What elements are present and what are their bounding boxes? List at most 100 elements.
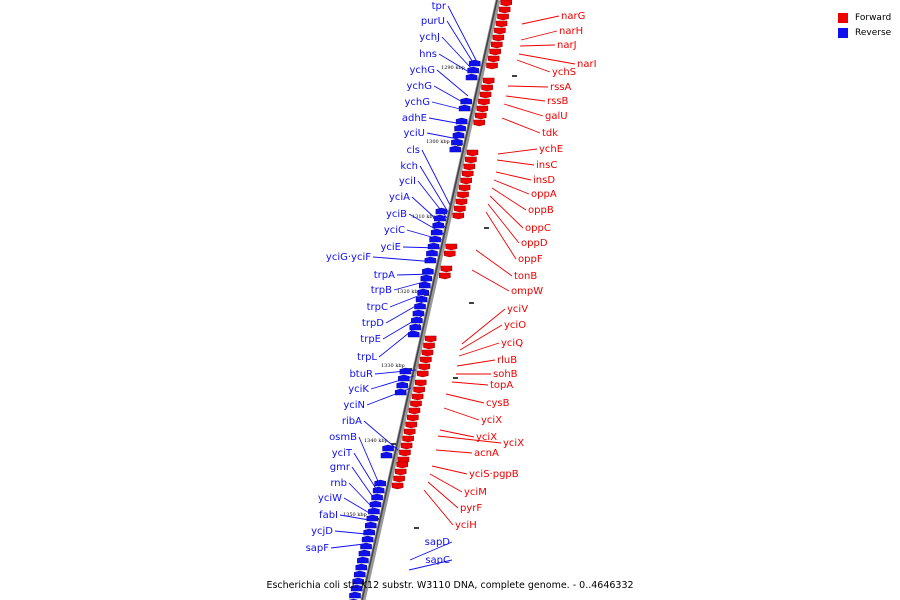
reverse-gene-block[interactable] [412,309,425,317]
forward-gene-block[interactable] [391,482,404,490]
forward-gene-label[interactable]: acnA [474,448,499,459]
reverse-gene-block[interactable] [430,228,443,236]
reverse-gene-label[interactable]: kch [400,161,418,172]
reverse-gene-block[interactable] [465,73,478,81]
reverse-gene-block[interactable] [357,556,369,564]
reverse-gene-label[interactable]: yciC [384,225,405,236]
forward-gene-label[interactable]: oppA [531,189,557,200]
reverse-gene-block[interactable] [418,281,431,289]
forward-gene-block[interactable] [402,435,414,443]
reverse-gene-label[interactable]: rnb [330,478,347,489]
reverse-gene-block[interactable] [467,66,479,74]
reverse-gene-label[interactable]: ychG [409,65,435,76]
reverse-gene-label[interactable]: ycjD [311,526,333,537]
forward-gene-label[interactable]: yciS·pgpB [469,469,519,480]
reverse-gene-block[interactable] [454,124,466,132]
forward-gene-block[interactable] [490,41,503,49]
reverse-gene-block[interactable] [369,500,382,508]
forward-gene-label[interactable]: rssA [550,82,572,93]
forward-gene-label[interactable]: insD [533,175,555,186]
forward-gene-block[interactable] [393,475,405,483]
reverse-gene-label[interactable]: yciU [403,128,425,139]
forward-gene-label[interactable]: oppF [518,254,543,265]
forward-gene-label[interactable]: yciX [481,415,502,426]
forward-gene-block[interactable] [474,112,487,120]
reverse-gene-label[interactable]: sapC [425,555,450,566]
reverse-gene-block[interactable] [363,528,375,536]
reverse-gene-block[interactable] [380,451,393,459]
forward-gene-block[interactable] [481,84,493,92]
forward-gene-block[interactable] [394,468,407,476]
reverse-gene-label[interactable]: cls [407,145,421,156]
reverse-gene-block[interactable] [368,507,380,515]
forward-gene-block[interactable] [458,184,471,192]
forward-gene-block[interactable] [420,356,432,364]
forward-gene-block[interactable] [424,335,437,343]
reverse-gene-label[interactable]: ribA [342,416,362,427]
reverse-gene-label[interactable]: btuR [349,369,373,380]
reverse-gene-label[interactable]: hns [419,49,437,60]
forward-gene-block[interactable] [400,442,413,450]
forward-gene-label[interactable]: galU [545,111,568,122]
forward-gene-block[interactable] [463,163,476,171]
reverse-gene-label[interactable]: tpr [432,1,447,12]
reverse-gene-label[interactable]: trpC [367,302,388,313]
forward-gene-block[interactable] [421,349,434,357]
reverse-gene-label[interactable]: trpA [374,270,395,281]
reverse-gene-block[interactable] [452,131,465,139]
reverse-gene-label[interactable]: ychG [404,97,430,108]
forward-gene-block[interactable] [460,177,472,185]
forward-gene-block[interactable] [479,91,492,99]
forward-gene-block[interactable] [494,27,506,35]
forward-gene-label[interactable]: insC [536,160,557,171]
forward-gene-block[interactable] [418,363,431,371]
reverse-gene-block[interactable] [374,479,387,487]
reverse-gene-label[interactable]: trpB [371,285,392,296]
forward-gene-block[interactable] [438,272,451,280]
reverse-gene-block[interactable] [361,535,374,543]
reverse-gene-block[interactable] [415,295,428,303]
forward-gene-block[interactable] [482,77,495,85]
forward-gene-block[interactable] [489,48,501,56]
forward-gene-block[interactable] [466,149,479,157]
reverse-gene-block[interactable] [420,274,433,282]
forward-gene-label[interactable]: tdk [542,128,558,139]
reverse-gene-block[interactable] [364,521,377,529]
reverse-gene-block[interactable] [382,444,394,452]
reverse-gene-label[interactable]: sapD [425,537,451,548]
forward-gene-block[interactable] [411,393,424,401]
reverse-gene-label[interactable]: yciA [389,192,410,203]
forward-gene-block[interactable] [473,119,486,127]
reverse-gene-block[interactable] [449,145,462,153]
forward-gene-label[interactable]: tonB [514,271,537,282]
reverse-gene-block[interactable] [455,117,468,125]
reverse-gene-block[interactable] [468,59,481,67]
forward-gene-label[interactable]: narJ [557,40,577,51]
forward-gene-block[interactable] [487,55,500,63]
forward-gene-block[interactable] [396,461,409,469]
forward-gene-block[interactable] [445,243,458,251]
forward-gene-label[interactable]: pyrF [460,503,482,514]
reverse-gene-label[interactable]: yciW [318,493,342,504]
forward-gene-block[interactable] [440,265,453,273]
forward-gene-block[interactable] [416,370,429,378]
reverse-gene-label[interactable]: gmr [330,462,351,473]
forward-gene-label[interactable]: oppC [525,223,551,234]
forward-gene-block[interactable] [452,212,465,220]
reverse-gene-label[interactable]: sapF [306,543,330,554]
reverse-gene-block[interactable] [355,563,368,571]
reverse-gene-block[interactable] [434,214,446,222]
reverse-gene-label[interactable]: yciI [399,176,416,187]
reverse-gene-label[interactable]: yciE [380,242,401,253]
reverse-gene-label[interactable]: trpD [362,318,384,329]
forward-gene-label[interactable]: yciV [507,304,528,315]
reverse-gene-label[interactable]: trpE [360,334,381,345]
reverse-gene-label[interactable]: trpL [357,352,377,363]
reverse-gene-block[interactable] [458,104,471,112]
reverse-gene-block[interactable] [426,249,438,257]
reverse-gene-label[interactable]: yciN [343,400,365,411]
forward-gene-block[interactable] [403,428,416,436]
forward-gene-block[interactable] [413,386,425,394]
reverse-gene-label[interactable]: purU [421,16,445,27]
forward-gene-block[interactable] [486,62,498,70]
